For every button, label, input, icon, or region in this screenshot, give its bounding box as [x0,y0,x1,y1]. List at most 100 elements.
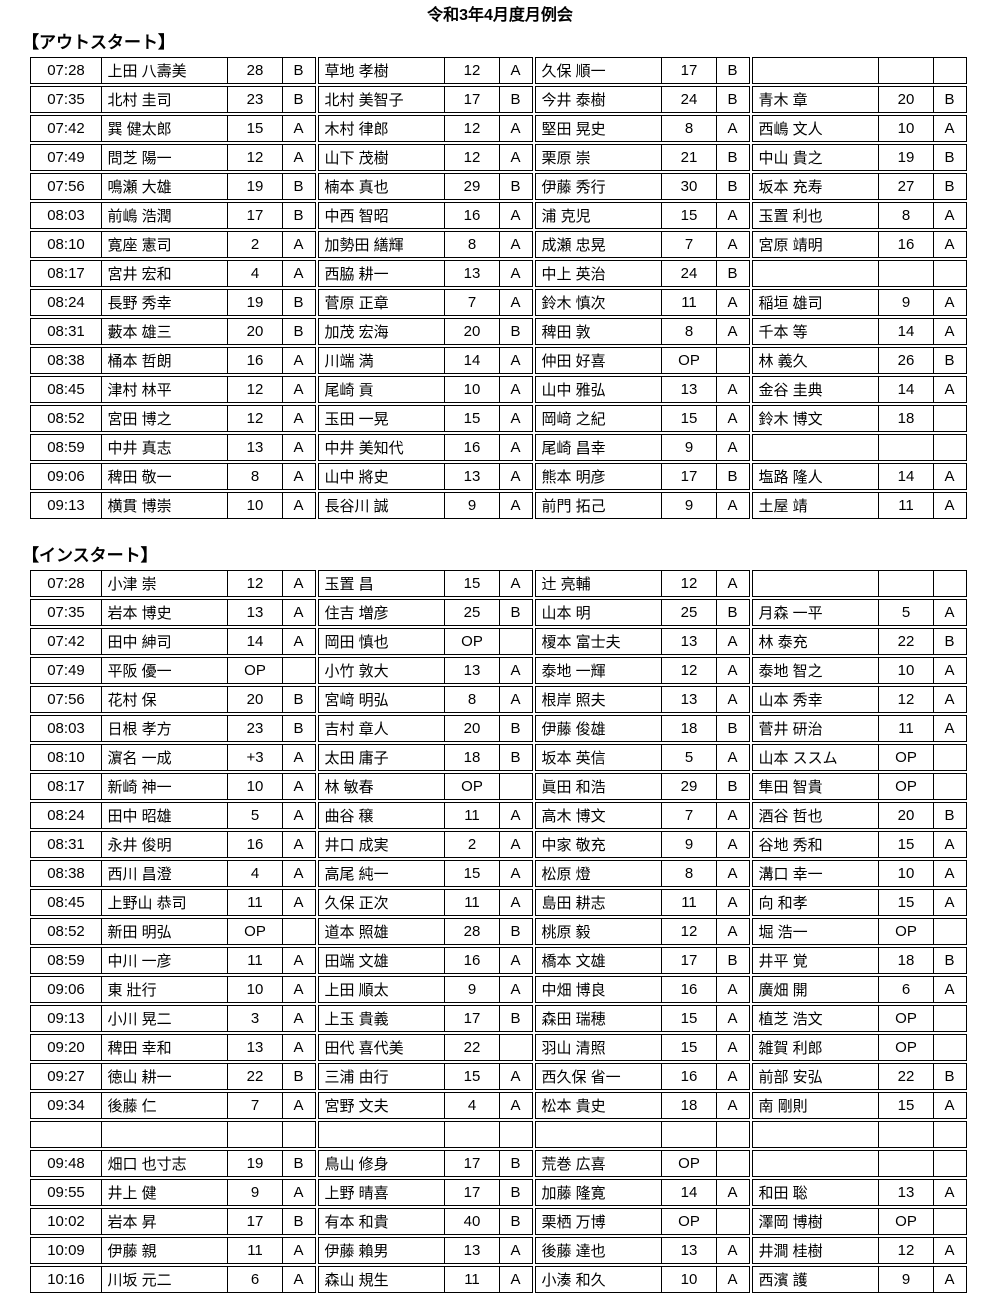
class-cell: A [932,376,967,403]
class-cell [932,1150,967,1177]
handicap-cell: 17 [227,202,283,229]
player-name-cell: 眞田 和浩 [534,773,663,800]
player-name-cell: 谷地 秀和 [751,831,880,858]
class-cell: A [498,347,533,374]
class-cell: A [498,860,533,887]
handicap-cell: 8 [878,202,934,229]
handicap-cell [227,1121,283,1148]
player-name-cell: 根岸 照夫 [534,686,663,713]
handicap-cell: 9 [661,492,717,519]
class-cell [498,1034,533,1061]
player-name-cell: 岩本 博史 [100,599,229,626]
time-cell: 08:31 [30,831,102,858]
player-name-cell: 山本 ススム [751,744,880,771]
class-cell: A [498,686,533,713]
class-cell: B [715,463,750,490]
handicap-cell: 23 [227,86,283,113]
player-name-cell: 中井 美知代 [317,434,446,461]
class-cell: B [281,289,316,316]
table-row: 08:38 西川 昌澄 4 A 高尾 純一 15 A 松原 燈 8 A 溝口 幸一 10 A [30,860,1000,887]
class-cell: A [281,376,316,403]
handicap-cell: 22 [444,1034,500,1061]
handicap-cell: 9 [444,492,500,519]
class-cell: A [715,202,750,229]
player-name-cell: 田端 文雄 [317,947,446,974]
time-cell: 10:16 [30,1266,102,1293]
player-name-cell: 雑賀 利郎 [751,1034,880,1061]
player-name-cell: 井澗 桂樹 [751,1237,880,1264]
time-cell: 09:20 [30,1034,102,1061]
handicap-cell: 16 [444,947,500,974]
class-cell: A [281,144,316,171]
handicap-cell: OP [878,1005,934,1032]
class-cell: B [498,1150,533,1177]
class-cell: A [715,289,750,316]
player-name-cell: 隼田 智貴 [751,773,880,800]
handicap-cell: 8 [227,463,283,490]
class-cell: A [498,434,533,461]
handicap-cell [878,434,934,461]
class-cell: A [498,1237,533,1264]
class-cell: A [715,376,750,403]
handicap-cell: 13 [661,686,717,713]
player-name-cell: 川端 満 [317,347,446,374]
class-cell: A [932,492,967,519]
class-cell: A [715,860,750,887]
class-cell: B [281,173,316,200]
time-cell: 08:03 [30,715,102,742]
time-cell: 07:56 [30,173,102,200]
class-cell: A [715,976,750,1003]
handicap-cell: 22 [227,1063,283,1090]
class-cell: B [498,918,533,945]
class-cell: B [715,173,750,200]
player-name-cell: 熊本 明彦 [534,463,663,490]
handicap-cell: 11 [661,289,717,316]
class-cell: A [281,1237,316,1264]
player-name-cell: 太田 庸子 [317,744,446,771]
class-cell: B [715,773,750,800]
class-cell: A [715,405,750,432]
handicap-cell: 28 [444,918,500,945]
class-cell: A [715,1237,750,1264]
class-cell: A [498,570,533,597]
handicap-cell: 13 [227,599,283,626]
class-cell: B [498,86,533,113]
table-row: 08:59 中川 一彦 11 A 田端 文雄 16 A 橋本 文雄 17 B 井平 覚 18 B [30,947,1000,974]
player-name-cell: 田中 昭雄 [100,802,229,829]
class-cell: A [498,802,533,829]
player-name-cell: 泰地 智之 [751,657,880,684]
player-name-cell: 新崎 神一 [100,773,229,800]
player-name-cell: 千本 等 [751,318,880,345]
class-cell: A [715,1266,750,1293]
class-cell: B [281,715,316,742]
class-cell: A [498,289,533,316]
class-cell: B [715,86,750,113]
handicap-cell [878,260,934,287]
time-cell: 07:35 [30,86,102,113]
class-cell: A [715,889,750,916]
handicap-cell: 8 [444,686,500,713]
player-name-cell: 花村 保 [100,686,229,713]
class-cell: A [715,1005,750,1032]
class-cell [932,744,967,771]
handicap-cell: 30 [661,173,717,200]
handicap-cell: +3 [227,744,283,771]
player-name-cell: 中山 貴之 [751,144,880,171]
handicap-cell: OP [444,773,500,800]
class-cell: B [281,86,316,113]
table-row: 08:31 藪本 雄三 20 B 加茂 宏海 20 B 稗田 敦 8 A 千本 等 14 A [30,318,1000,345]
class-cell [281,918,316,945]
class-cell: A [715,1179,750,1206]
handicap-cell: 20 [878,86,934,113]
time-cell: 07:56 [30,686,102,713]
player-name-cell: 久保 順一 [534,57,663,84]
player-name-cell: 小津 崇 [100,570,229,597]
handicap-cell: OP [227,657,283,684]
handicap-cell: 11 [444,802,500,829]
handicap-cell: 22 [878,628,934,655]
class-cell: A [932,831,967,858]
class-cell [932,260,967,287]
player-name-cell: 田代 喜代美 [317,1034,446,1061]
time-cell: 07:35 [30,599,102,626]
player-name-cell: 稲垣 雄司 [751,289,880,316]
